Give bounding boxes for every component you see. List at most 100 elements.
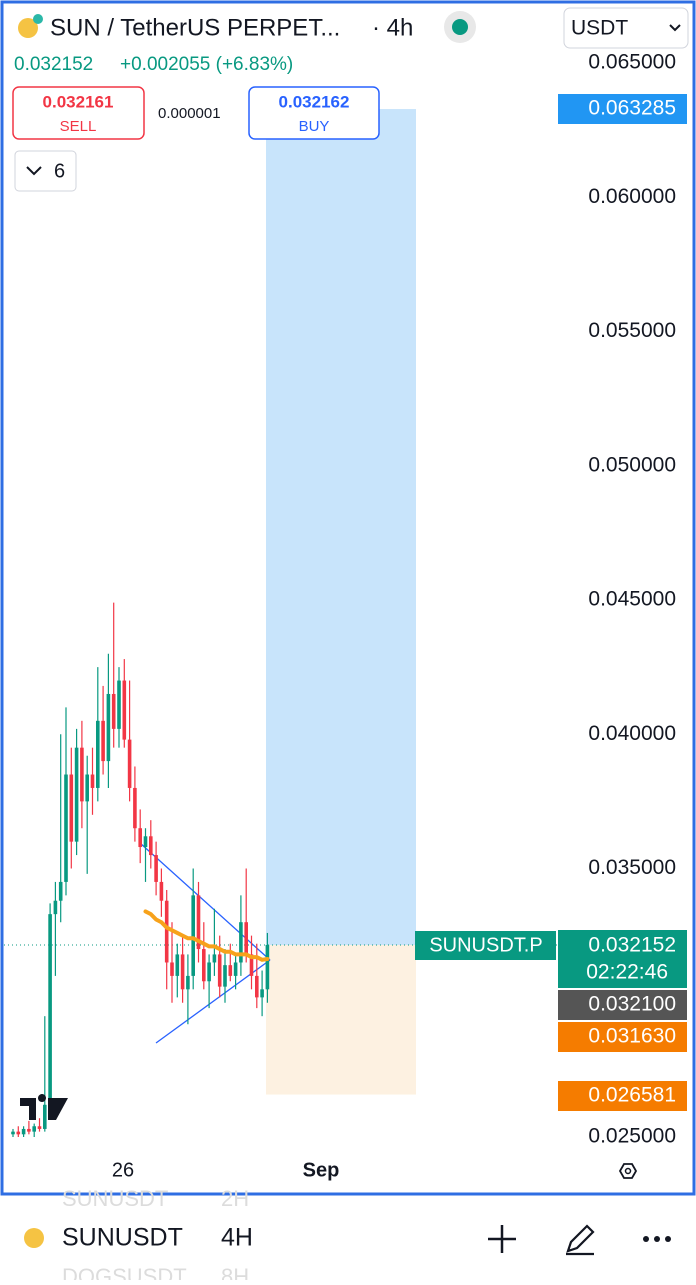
candle-body	[143, 836, 148, 848]
candle-body	[37, 1126, 42, 1129]
currency[interactable]: USDT	[571, 17, 628, 40]
sell-price[interactable]: 0.032161	[43, 92, 114, 111]
candle-body	[217, 954, 222, 987]
candle-body	[117, 680, 121, 729]
spread: 0.000001	[158, 105, 221, 122]
candle-body	[255, 975, 259, 998]
buy-button[interactable]	[248, 86, 380, 140]
buy-label[interactable]: BUY	[299, 118, 330, 135]
candle-body	[164, 900, 169, 963]
faded-symbol: SUNUSDT	[62, 1186, 168, 1211]
tv-logo	[20, 1094, 68, 1120]
candle-body	[106, 693, 111, 762]
candle-body	[48, 914, 52, 1105]
candle-body	[202, 949, 206, 982]
symbol-tag: SUNUSDT.P	[429, 934, 542, 956]
candle-body	[122, 680, 127, 740]
candle-body	[96, 720, 100, 788]
symbol-logo	[24, 1228, 44, 1248]
target-label: 0.063285	[588, 97, 676, 120]
candle-body	[101, 720, 105, 762]
faded-symbol: DOGSUSDT	[62, 1264, 187, 1280]
y-tick-label: 0.060000	[588, 185, 676, 208]
y-tick-label: 0.040000	[588, 722, 676, 745]
candle-body	[228, 965, 233, 976]
candle-body	[233, 962, 238, 976]
last-price: 0.032152	[14, 54, 93, 75]
ema-label: 0.031630	[588, 1025, 676, 1048]
y-tick-label: 0.025000	[588, 1125, 676, 1148]
x-tick-label: Sep	[303, 1159, 340, 1181]
add-icon[interactable]	[488, 1225, 516, 1253]
ema-line	[143, 909, 270, 962]
candle-body	[80, 747, 84, 802]
candle-body	[191, 895, 195, 976]
candle-body	[53, 900, 58, 915]
faded-interval: 8H	[221, 1264, 249, 1280]
target-box	[558, 94, 687, 124]
candle-body	[196, 895, 201, 950]
last-price-box	[558, 930, 687, 988]
candle-body	[27, 1128, 31, 1132]
candle-body	[64, 774, 68, 882]
prev-box	[558, 990, 687, 1020]
candle-body	[249, 954, 254, 976]
bottom-symbol[interactable]: SUNUSDT	[62, 1224, 183, 1252]
exchange-badge	[33, 14, 43, 24]
sell-button[interactable]	[12, 86, 145, 140]
y-tick-label: 0.055000	[588, 319, 676, 342]
interval[interactable]: · 4h	[372, 14, 413, 41]
candle-body	[69, 774, 74, 842]
candle-body	[16, 1131, 21, 1135]
candle-body	[186, 975, 190, 990]
y-tick-label: 0.045000	[588, 588, 676, 611]
y-tick-label: 0.035000	[588, 856, 676, 879]
candle-body	[74, 747, 79, 842]
candle-body	[207, 962, 211, 982]
ema-box	[558, 1022, 687, 1052]
candle-body	[170, 962, 174, 976]
chevron	[26, 166, 42, 176]
candle-body	[260, 989, 264, 998]
candle-body	[180, 954, 185, 990]
y-tick-label: 0.065000	[588, 51, 676, 74]
last-price-label: 0.032152	[588, 934, 676, 957]
y-tick-label: 0.050000	[588, 453, 676, 476]
sell-label[interactable]: SELL	[60, 118, 97, 135]
dropdown-caret	[669, 24, 681, 32]
prev-label: 0.032100	[588, 993, 676, 1016]
candle-body	[175, 954, 180, 976]
candle-body	[21, 1128, 26, 1135]
more-icon[interactable]	[643, 1236, 671, 1242]
x-tick-label: 26	[112, 1159, 134, 1181]
stop-label: 0.026581	[588, 1084, 676, 1107]
status-dot	[452, 19, 468, 35]
indicator-count[interactable]: 6	[54, 160, 65, 182]
faded-interval: 2H	[221, 1186, 249, 1211]
price-change: +0.002055 (+6.83%)	[120, 54, 293, 75]
indicator-toggle[interactable]	[14, 150, 77, 192]
candle-body	[223, 965, 227, 987]
settings-icon[interactable]	[618, 1163, 638, 1179]
candle-body	[111, 693, 116, 729]
plot	[4, 109, 557, 1137]
candle-body	[239, 922, 243, 963]
settings-icon-center	[624, 1167, 632, 1175]
candle-body	[265, 944, 270, 990]
currency-dropdown[interactable]	[563, 7, 689, 49]
candle-body	[154, 855, 158, 882]
bottom-interval[interactable]: 4H	[221, 1224, 253, 1252]
candle-body	[138, 828, 142, 848]
candle-body	[85, 774, 89, 802]
countdown: 02:22:46	[586, 961, 668, 984]
symbol-tag-box	[415, 931, 556, 960]
candle-body	[32, 1126, 36, 1132]
draw-icon[interactable]	[566, 1224, 595, 1256]
candle-body	[58, 881, 63, 901]
buy-price[interactable]: 0.032162	[279, 92, 350, 111]
symbol-title[interactable]: SUN / TetherUS PERPET...	[50, 14, 340, 41]
candle-body	[159, 881, 164, 901]
stop-box	[558, 1081, 687, 1111]
stop-zone	[266, 944, 416, 1095]
